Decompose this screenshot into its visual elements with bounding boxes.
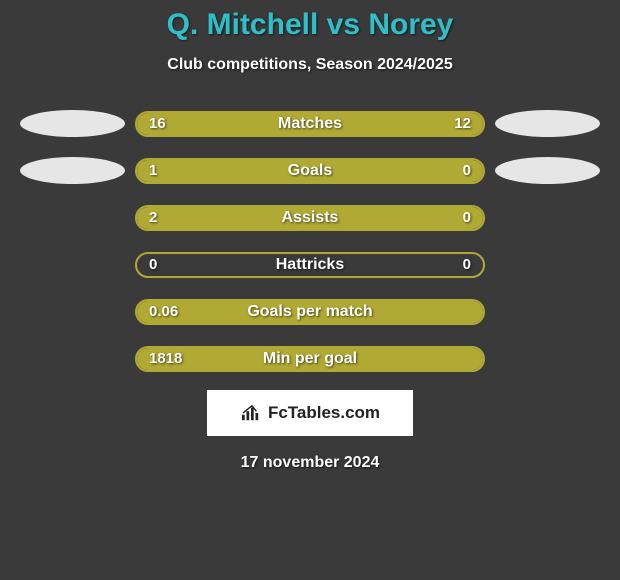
left-spacer <box>20 345 125 372</box>
brand-box: FcTables.com <box>207 390 413 436</box>
player-right-placeholder <box>495 110 600 137</box>
stat-row: Goals1 0 <box>10 157 610 184</box>
stat-value-left: 2 <box>149 207 157 229</box>
stat-label: Goals <box>137 160 483 182</box>
stat-bar: Matches16 12 <box>135 111 485 137</box>
stat-value-right: 0 <box>463 207 471 229</box>
stat-row: Goals per match0.06 <box>10 298 610 325</box>
comparison-infographic: Q. Mitchell vs Norey Club competitions, … <box>0 0 620 472</box>
stat-label: Assists <box>137 207 483 229</box>
page-title: Q. Mitchell vs Norey <box>0 8 620 42</box>
stat-value-left: 0 <box>149 254 157 276</box>
stat-row: Assists2 0 <box>10 204 610 231</box>
stat-bar: Hattricks0 0 <box>135 252 485 278</box>
right-spacer <box>495 298 600 325</box>
stat-label: Min per goal <box>137 348 483 370</box>
right-spacer <box>495 204 600 231</box>
chart-icon <box>240 404 262 422</box>
stat-bar: Assists2 0 <box>135 205 485 231</box>
player-right-placeholder <box>495 157 600 184</box>
left-spacer <box>20 251 125 278</box>
date-label: 17 november 2024 <box>0 454 620 472</box>
stat-row: Min per goal1818 <box>10 345 610 372</box>
stat-value-left: 16 <box>149 113 166 135</box>
right-spacer <box>495 345 600 372</box>
stat-row: Matches16 12 <box>10 110 610 137</box>
left-spacer <box>20 204 125 231</box>
stat-label: Hattricks <box>137 254 483 276</box>
subtitle: Club competitions, Season 2024/2025 <box>0 56 620 74</box>
stat-bar: Goals per match0.06 <box>135 299 485 325</box>
stat-value-left: 1 <box>149 160 157 182</box>
stat-value-left: 1818 <box>149 348 182 370</box>
player-left-placeholder <box>20 110 125 137</box>
brand-text: FcTables.com <box>268 403 380 423</box>
player-left-placeholder <box>20 157 125 184</box>
stat-value-right: 12 <box>454 113 471 135</box>
stat-value-left: 0.06 <box>149 301 178 323</box>
stats-rows: Matches1612Goals10Assists20Hattricks00Go… <box>0 110 620 372</box>
left-spacer <box>20 298 125 325</box>
stat-bar: Min per goal1818 <box>135 346 485 372</box>
stat-value-right: 0 <box>463 254 471 276</box>
stat-label: Matches <box>137 113 483 135</box>
stat-value-right: 0 <box>463 160 471 182</box>
stat-label: Goals per match <box>137 301 483 323</box>
stat-bar: Goals1 0 <box>135 158 485 184</box>
right-spacer <box>495 251 600 278</box>
stat-row: Hattricks0 0 <box>10 251 610 278</box>
